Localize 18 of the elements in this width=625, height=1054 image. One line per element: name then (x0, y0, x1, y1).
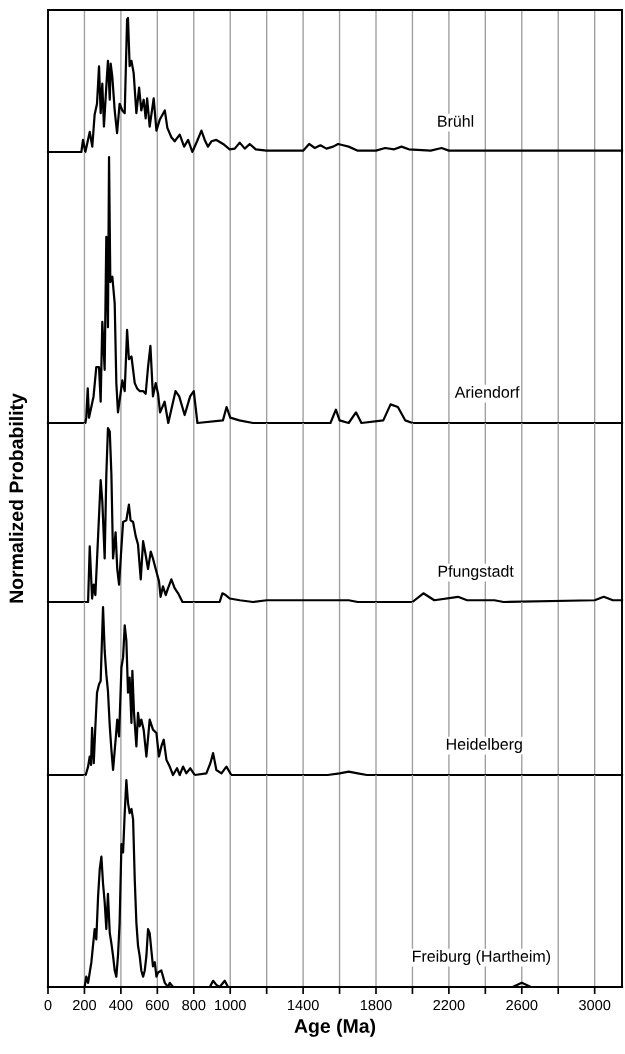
series-label: Ariendorf (454, 386, 520, 398)
series-label: Brühl (438, 115, 474, 127)
x-tick-label: 2600 (506, 999, 538, 1011)
x-axis-title: Age (Ma) (294, 1018, 376, 1037)
series-label: Freiburg (Hartheim) (413, 950, 551, 965)
x-tick-label: 3000 (579, 999, 611, 1011)
x-tick-label: 0 (44, 999, 52, 1011)
x-tick-label: 800 (182, 999, 206, 1011)
x-tick-label: 1000 (215, 999, 246, 1011)
x-tick-label: 2200 (433, 999, 465, 1011)
x-tick-label: 200 (73, 999, 97, 1011)
y-axis-title: Normalized Probability (8, 393, 28, 603)
x-tick-label: 1400 (288, 999, 319, 1011)
x-tick-label: 400 (109, 999, 133, 1011)
x-tick-label: 1800 (360, 999, 392, 1011)
series-label: Pfungstadt (438, 565, 514, 580)
series-label: Heidelberg (446, 738, 522, 753)
x-tick-label: 600 (145, 999, 169, 1011)
